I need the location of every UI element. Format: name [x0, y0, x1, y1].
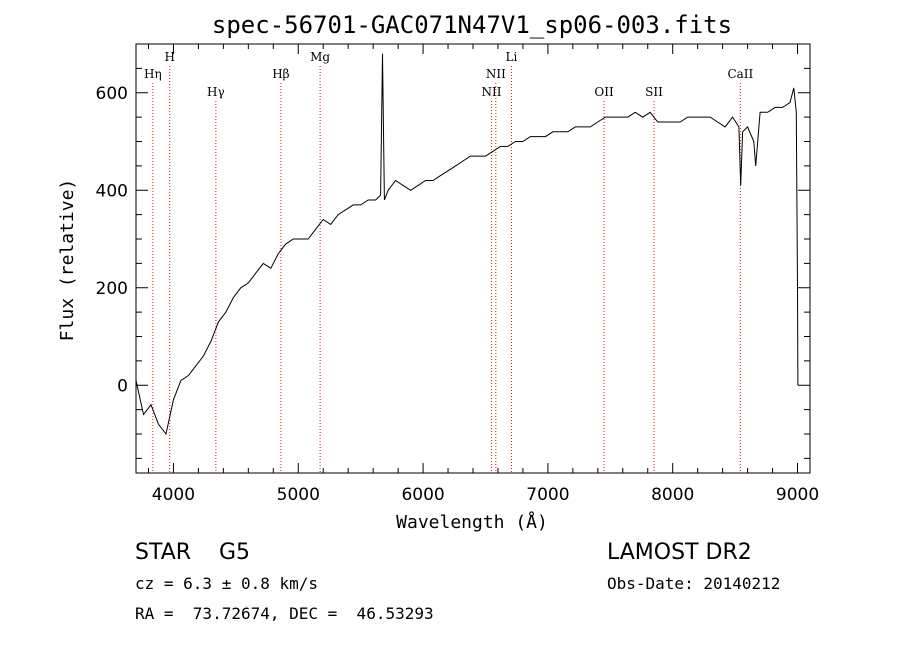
observation-date: Obs-Date: 20140212 — [607, 574, 781, 593]
x-tick-label: 6000 — [401, 485, 444, 505]
y-tick-label: 400 — [96, 181, 128, 201]
spectral-line-label: H — [164, 50, 174, 64]
y-axis-label: Flux (relative) — [57, 179, 78, 342]
axis-ticks: 4000 5000 6000 7000 8000 9000 0 200 400 600 — [96, 43, 819, 505]
spectral-line-label: NII — [486, 67, 506, 81]
spectral-line-label: Hη — [144, 67, 162, 81]
spectral-line-label: Li — [506, 50, 518, 64]
spectral-line-label: SII — [645, 85, 663, 99]
x-tick-label: 7000 — [526, 485, 569, 505]
x-tick-label: 5000 — [277, 485, 320, 505]
y-tick-label: 0 — [117, 376, 128, 396]
ra-dec-coordinates: RA = 73.72674, DEC = 46.53293 — [135, 604, 434, 623]
flux-line — [135, 53, 799, 436]
object-class: STAR G5 — [135, 540, 251, 565]
spectral-line-label: NII — [481, 85, 501, 99]
x-axis-label: Wavelength (Å) — [396, 511, 548, 533]
x-tick-label: 8000 — [651, 485, 694, 505]
redshift-cz: cz = 6.3 ± 0.8 km/s — [135, 574, 319, 593]
spectral-line-label: OII — [594, 85, 614, 99]
survey-name: LAMOST DR2 — [607, 540, 752, 565]
spectral-line-label: Hγ — [207, 85, 225, 99]
spectral-line-label: Hβ — [272, 67, 289, 81]
flux-series — [135, 53, 799, 436]
spectral-line-label: Mg — [310, 50, 330, 64]
y-tick-label: 200 — [96, 279, 128, 299]
x-tick-label: 9000 — [776, 485, 819, 505]
plot-frame — [135, 43, 811, 474]
y-tick-label: 600 — [96, 84, 128, 104]
spectral-line-label: CaII — [727, 67, 753, 81]
x-tick-label: 4000 — [152, 485, 195, 505]
chart-title: spec-56701-GAC071N47V1_sp06-003.fits — [212, 11, 732, 39]
